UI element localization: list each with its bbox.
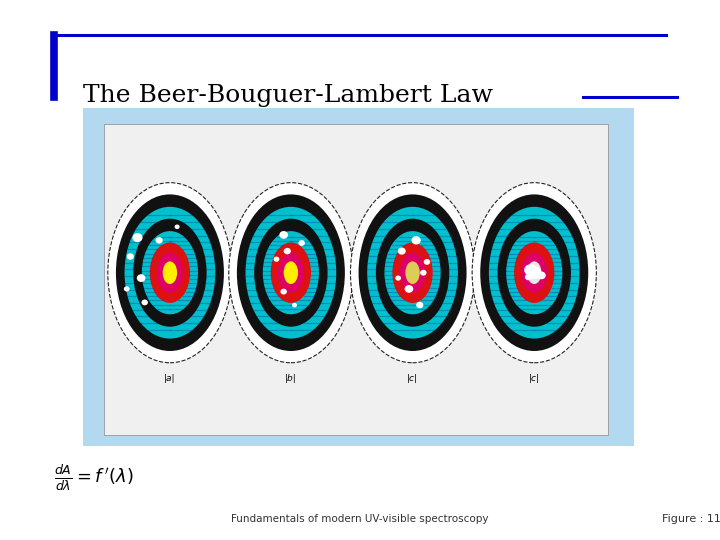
Ellipse shape (237, 194, 345, 351)
Ellipse shape (124, 286, 130, 292)
Ellipse shape (246, 207, 336, 339)
Text: $\frac{dA}{d\lambda} = f^{\,\prime}(\lambda)$: $\frac{dA}{d\lambda} = f^{\,\prime}(\lam… (54, 463, 134, 492)
Ellipse shape (108, 183, 232, 363)
Text: Figure : 11: Figure : 11 (662, 515, 720, 524)
Ellipse shape (132, 233, 143, 242)
Ellipse shape (397, 247, 405, 255)
Ellipse shape (416, 302, 423, 308)
Ellipse shape (489, 207, 580, 339)
Ellipse shape (127, 253, 134, 260)
Ellipse shape (405, 285, 413, 293)
Ellipse shape (392, 242, 433, 303)
Text: The Beer-Bouguer-Lambert Law: The Beer-Bouguer-Lambert Law (83, 84, 492, 107)
Ellipse shape (351, 183, 474, 363)
Ellipse shape (480, 194, 588, 351)
Text: |c|: |c| (407, 375, 418, 383)
Ellipse shape (384, 231, 441, 314)
Ellipse shape (367, 207, 458, 339)
Ellipse shape (279, 231, 288, 239)
Ellipse shape (125, 207, 215, 339)
Ellipse shape (141, 300, 148, 305)
Ellipse shape (157, 253, 183, 293)
Ellipse shape (284, 248, 291, 254)
Ellipse shape (472, 183, 596, 363)
Ellipse shape (292, 303, 297, 307)
Ellipse shape (263, 231, 319, 314)
Ellipse shape (137, 274, 145, 282)
Ellipse shape (116, 194, 224, 351)
Ellipse shape (281, 289, 287, 294)
Ellipse shape (133, 219, 207, 327)
Ellipse shape (359, 194, 467, 351)
Ellipse shape (274, 256, 279, 262)
Ellipse shape (514, 242, 554, 303)
Text: |a|: |a| (164, 375, 176, 383)
Ellipse shape (420, 270, 426, 275)
Bar (104, 124, 608, 435)
Ellipse shape (284, 261, 298, 284)
Ellipse shape (156, 237, 163, 244)
Ellipse shape (537, 272, 546, 279)
Ellipse shape (527, 261, 541, 284)
Ellipse shape (400, 253, 426, 293)
Ellipse shape (142, 231, 198, 314)
Text: Fundamentals of modern UV-visible spectroscopy: Fundamentals of modern UV-visible spectr… (231, 515, 489, 524)
Ellipse shape (412, 236, 420, 245)
Ellipse shape (527, 266, 541, 279)
Ellipse shape (405, 261, 420, 284)
Ellipse shape (395, 275, 401, 281)
Ellipse shape (423, 259, 431, 265)
Text: |c|: |c| (528, 375, 540, 383)
Ellipse shape (498, 219, 571, 327)
Ellipse shape (525, 274, 532, 280)
Ellipse shape (278, 253, 304, 293)
Ellipse shape (506, 231, 562, 314)
Ellipse shape (229, 183, 353, 363)
Ellipse shape (150, 242, 190, 303)
Ellipse shape (254, 219, 328, 327)
Ellipse shape (521, 253, 547, 293)
Ellipse shape (524, 264, 537, 276)
Ellipse shape (376, 219, 449, 327)
Text: |b|: |b| (285, 375, 297, 383)
Ellipse shape (174, 225, 180, 229)
Ellipse shape (271, 242, 311, 303)
Ellipse shape (163, 261, 177, 284)
Bar (83, 108, 634, 446)
Ellipse shape (299, 240, 305, 246)
